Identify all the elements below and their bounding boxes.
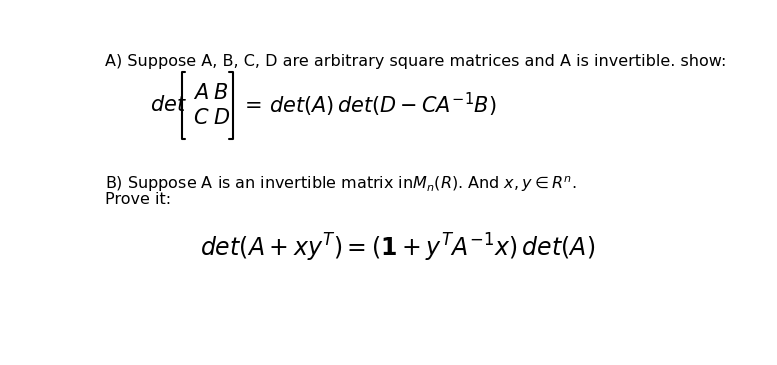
Text: A) Suppose A, B, C, D are arbitrary square matrices and A is invertible. show:: A) Suppose A, B, C, D are arbitrary squa… bbox=[105, 54, 726, 69]
Text: $det(A + xy^T) = (\mathbf{1} + y^T A^{-1} x) \, det(A)$: $det(A + xy^T) = (\mathbf{1} + y^T A^{-1… bbox=[200, 232, 595, 264]
Text: $B$: $B$ bbox=[214, 83, 228, 103]
Text: $D$: $D$ bbox=[214, 108, 231, 128]
Text: $C$: $C$ bbox=[193, 108, 210, 128]
Text: $= \, det(A) \, det(D - C A^{-1} B)$: $= \, det(A) \, det(D - C A^{-1} B)$ bbox=[240, 91, 497, 119]
Text: Prove it:: Prove it: bbox=[105, 192, 171, 207]
Text: $A$: $A$ bbox=[193, 83, 209, 103]
Text: $det$: $det$ bbox=[150, 95, 186, 115]
Text: B) Suppose A is an invertible matrix in$M_n(R)$. And $x, y \in R^n$.: B) Suppose A is an invertible matrix in$… bbox=[105, 175, 577, 194]
